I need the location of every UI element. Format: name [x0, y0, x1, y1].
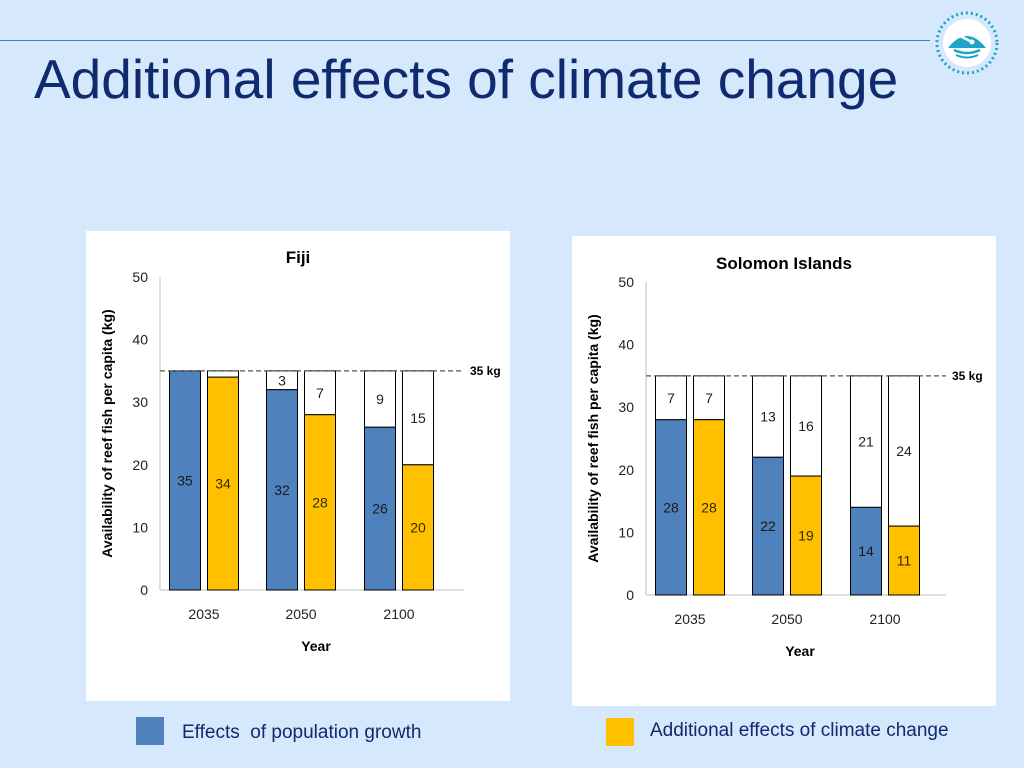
- x-tick-label: 2035: [188, 606, 219, 622]
- bar-population-2100: [364, 426, 396, 591]
- bar-climate-2100: [888, 525, 920, 596]
- bar-value-label: 20: [410, 519, 426, 535]
- bar-remainder-label: 16: [798, 418, 814, 434]
- chart-solomon-islands: Solomon Islands 0 10 20 30 40 50 Availability o…: [585, 254, 983, 659]
- bar-remainder-population-2100: [364, 370, 396, 428]
- bar-remainder-climate-2100: [888, 375, 920, 527]
- legend-swatch-population: [136, 717, 164, 745]
- x-axis-label: Year: [301, 638, 331, 654]
- bar-climate-2050: [790, 475, 822, 596]
- bar-value-label: 35: [177, 472, 193, 488]
- y-tick-label: 40: [132, 332, 148, 348]
- y-tick-label: 30: [132, 394, 148, 410]
- bar-population-2050: [266, 389, 298, 591]
- reference-label: 35 kg: [470, 364, 501, 378]
- x-tick-label: 2100: [383, 606, 414, 622]
- bar-remainder-label: 7: [316, 385, 324, 401]
- bar-population-2050: [752, 456, 784, 596]
- spc-logo-icon: [935, 11, 999, 75]
- y-axis-label: Availability of reef fish per capita (kg…: [99, 309, 115, 557]
- bar-remainder-label: 21: [858, 434, 874, 450]
- y-tick-label: 0: [626, 587, 634, 603]
- bar-value-label: 28: [663, 499, 679, 515]
- x-axis-label: Year: [785, 643, 815, 659]
- bar-remainder-label: 9: [376, 391, 384, 407]
- bar-remainder-label: 13: [760, 409, 776, 425]
- bar-value-label: 19: [798, 528, 814, 544]
- y-axis-label: Availability of reef fish per capita (kg…: [585, 314, 601, 562]
- x-tick-label: 2100: [869, 611, 900, 627]
- bar-remainder-label: 15: [410, 410, 426, 426]
- y-tick-label: 10: [132, 519, 148, 535]
- bar-remainder-label: 7: [705, 390, 713, 406]
- bar-value-label: 34: [215, 476, 231, 492]
- legend-label-climate: Additional effects of climate change: [650, 720, 949, 741]
- bar-value-label: 28: [701, 499, 717, 515]
- chart-panel-solomon-islands: Solomon Islands 0 10 20 30 40 50 Availability o…: [572, 236, 996, 706]
- bar-remainder-population-2035: [655, 375, 687, 421]
- y-tick-label: 40: [618, 337, 634, 353]
- y-tick-label: 10: [618, 524, 634, 540]
- chart-fiji: Fiji 0 10 20 30 40 50 Availability of reef fish…: [99, 248, 501, 654]
- bar-value-label: 11: [897, 553, 912, 569]
- bar-remainder-label: 3: [278, 372, 286, 388]
- y-tick-label: 30: [618, 399, 634, 415]
- x-tick-label: 2050: [285, 606, 316, 622]
- bar-remainder-label: 7: [667, 390, 675, 406]
- chart-title: Fiji: [286, 248, 311, 267]
- reference-label: 35 kg: [952, 369, 983, 383]
- bar-climate-2035: [207, 376, 239, 591]
- bar-remainder-climate-2050: [790, 375, 822, 477]
- legend-swatch-climate: [606, 718, 634, 746]
- bar-climate-2050: [304, 414, 336, 591]
- chart-panel-fiji: Fiji 0 10 20 30 40 50 Availability of reef fish…: [86, 231, 510, 701]
- bar-climate-2035: [693, 419, 725, 596]
- x-tick-label: 2050: [771, 611, 802, 627]
- y-tick-label: 50: [132, 269, 148, 285]
- bar-climate-2100: [402, 464, 434, 591]
- y-tick-label: 50: [618, 274, 634, 290]
- bar-population-2035: [655, 419, 687, 596]
- bar-remainder-climate-2035: [693, 375, 725, 421]
- bar-population-2100: [850, 506, 882, 596]
- top-rule: [0, 40, 930, 41]
- y-tick-label: 20: [132, 457, 148, 473]
- bar-value-label: 28: [312, 494, 328, 510]
- chart-title: Solomon Islands: [716, 254, 852, 273]
- y-tick-label: 20: [618, 462, 634, 478]
- bar-value-label: 14: [858, 543, 874, 559]
- bar-value-label: 22: [760, 518, 776, 534]
- bar-remainder-label: 24: [896, 443, 912, 459]
- bar-population-2035: [169, 370, 201, 591]
- bar-remainder-climate-2100: [402, 370, 434, 466]
- legend-label-population: Effects of population growth: [182, 722, 422, 743]
- bar-remainder-climate-2035: [207, 370, 239, 378]
- x-tick-label: 2035: [674, 611, 705, 627]
- slide-title: Additional effects of climate change: [34, 48, 899, 110]
- y-tick-label: 0: [140, 582, 148, 598]
- bar-value-label: 26: [372, 501, 388, 517]
- bar-value-label: 32: [274, 482, 290, 498]
